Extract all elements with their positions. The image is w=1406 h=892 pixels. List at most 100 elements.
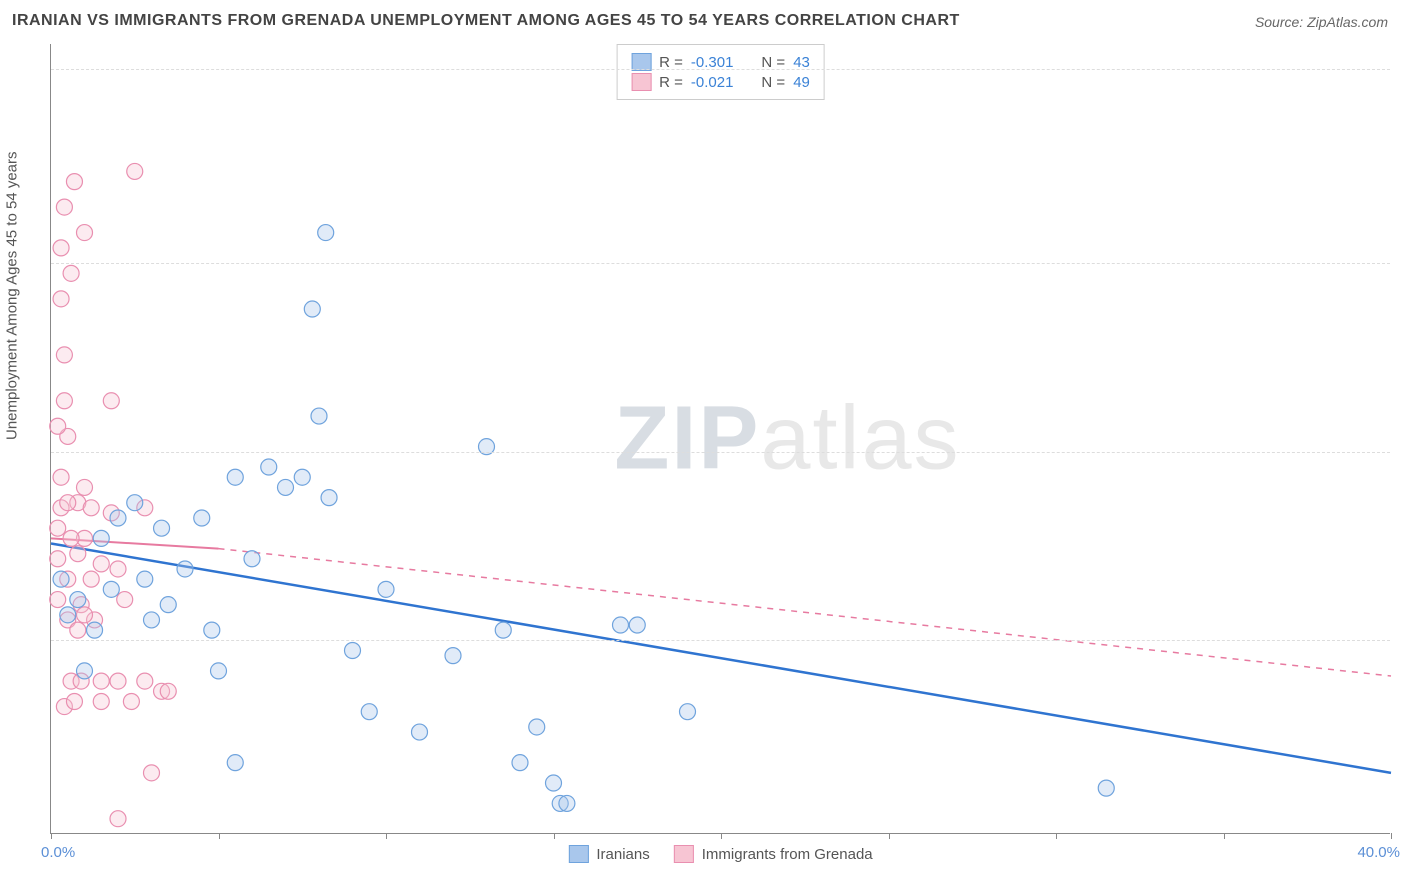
data-point xyxy=(529,719,545,735)
x-tick xyxy=(1224,833,1225,839)
x-tick xyxy=(889,833,890,839)
data-point xyxy=(412,724,428,740)
data-point xyxy=(144,612,160,628)
data-point xyxy=(123,693,139,709)
data-point xyxy=(445,648,461,664)
x-tick xyxy=(386,833,387,839)
x-axis-start: 0.0% xyxy=(41,844,75,861)
x-tick xyxy=(51,833,52,839)
data-point xyxy=(546,775,562,791)
y-axis-label: Unemployment Among Ages 45 to 54 years xyxy=(4,151,21,440)
data-point xyxy=(160,683,176,699)
data-point xyxy=(66,693,82,709)
data-point xyxy=(154,520,170,536)
data-point xyxy=(56,199,72,215)
data-point xyxy=(50,520,66,536)
data-point xyxy=(680,704,696,720)
data-point xyxy=(93,693,109,709)
data-point xyxy=(294,469,310,485)
plot-svg xyxy=(51,44,1390,833)
source-text: Source: ZipAtlas.com xyxy=(1255,14,1388,30)
data-point xyxy=(311,408,327,424)
legend-label: Iranians xyxy=(596,846,649,863)
data-point xyxy=(244,551,260,567)
gridline xyxy=(51,263,1390,264)
gridline xyxy=(51,69,1390,70)
data-point xyxy=(77,479,93,495)
data-point xyxy=(83,571,99,587)
data-point xyxy=(1098,780,1114,796)
data-point xyxy=(127,163,143,179)
trendline xyxy=(51,543,1391,772)
data-point xyxy=(495,622,511,638)
data-point xyxy=(559,795,575,811)
data-point xyxy=(345,643,361,659)
data-point xyxy=(137,571,153,587)
data-point xyxy=(83,500,99,516)
legend-swatch xyxy=(568,845,588,863)
data-point xyxy=(60,607,76,623)
data-point xyxy=(227,469,243,485)
data-point xyxy=(278,479,294,495)
data-point xyxy=(194,510,210,526)
legend-item: Immigrants from Grenada xyxy=(674,845,873,863)
data-point xyxy=(318,225,334,241)
data-point xyxy=(56,393,72,409)
data-point xyxy=(110,510,126,526)
data-point xyxy=(53,291,69,307)
data-point xyxy=(227,755,243,771)
data-point xyxy=(103,393,119,409)
data-point xyxy=(137,673,153,689)
data-point xyxy=(53,469,69,485)
data-point xyxy=(261,459,277,475)
x-tick xyxy=(721,833,722,839)
data-point xyxy=(53,571,69,587)
gridline xyxy=(51,640,1390,641)
data-point xyxy=(160,597,176,613)
data-point xyxy=(77,607,93,623)
legend-item: Iranians xyxy=(568,845,649,863)
data-point xyxy=(103,581,119,597)
data-point xyxy=(50,592,66,608)
legend-series: Iranians Immigrants from Grenada xyxy=(568,845,872,863)
data-point xyxy=(93,673,109,689)
data-point xyxy=(93,556,109,572)
data-point xyxy=(110,811,126,827)
data-point xyxy=(63,530,79,546)
data-point xyxy=(378,581,394,597)
data-point xyxy=(63,265,79,281)
legend-label: Immigrants from Grenada xyxy=(702,846,873,863)
data-point xyxy=(53,240,69,256)
data-point xyxy=(77,225,93,241)
legend-swatch xyxy=(674,845,694,863)
data-point xyxy=(70,622,86,638)
data-point xyxy=(304,301,320,317)
data-point xyxy=(144,765,160,781)
data-point xyxy=(50,551,66,567)
data-point xyxy=(629,617,645,633)
x-tick xyxy=(1391,833,1392,839)
data-point xyxy=(60,495,76,511)
data-point xyxy=(56,347,72,363)
data-point xyxy=(66,174,82,190)
data-point xyxy=(93,530,109,546)
x-tick xyxy=(554,833,555,839)
trendline-dashed xyxy=(219,549,1392,676)
data-point xyxy=(110,673,126,689)
chart-area: ZIPatlas R =-0.301N =43R =-0.021N =49 0.… xyxy=(50,44,1390,834)
data-point xyxy=(127,495,143,511)
data-point xyxy=(211,663,227,679)
data-point xyxy=(204,622,220,638)
data-point xyxy=(512,755,528,771)
data-point xyxy=(361,704,377,720)
x-tick xyxy=(1056,833,1057,839)
gridline xyxy=(51,452,1390,453)
data-point xyxy=(117,592,133,608)
data-point xyxy=(321,490,337,506)
data-point xyxy=(177,561,193,577)
data-point xyxy=(87,622,103,638)
data-point xyxy=(50,418,66,434)
x-axis-end: 40.0% xyxy=(1357,844,1400,861)
data-point xyxy=(110,561,126,577)
data-point xyxy=(70,546,86,562)
